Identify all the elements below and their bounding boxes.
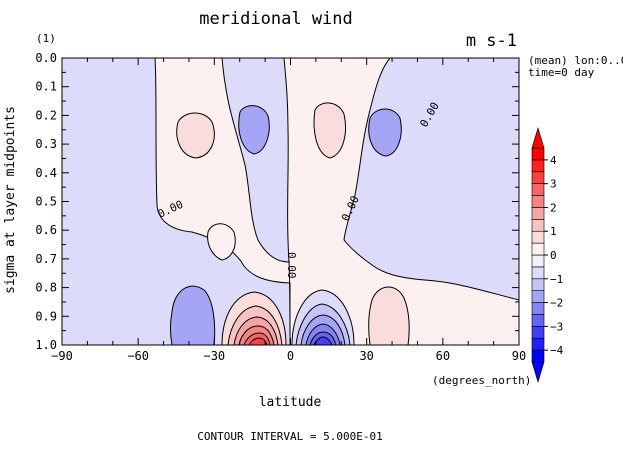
colorbar-tick-label: 3 xyxy=(550,178,557,191)
y-tick-label: 0.5 xyxy=(35,195,57,209)
y-tick-label: 0.6 xyxy=(35,223,57,237)
positive-cell-east-lower xyxy=(368,286,410,345)
y-tick-label: 0.2 xyxy=(35,108,57,122)
info-line-time: time=0 day xyxy=(528,66,595,79)
colorbar: 4 3 2 1 0 −1 −2 −3 −4 xyxy=(531,126,564,384)
y-axis-label: sigma at layer midpoints xyxy=(3,106,18,294)
colorbar-tick-label: 1 xyxy=(550,225,557,238)
colorbar-tick-label: −2 xyxy=(550,297,563,310)
contour-label-center: 0.00 xyxy=(285,252,298,279)
colorbar-segment xyxy=(531,195,545,208)
colorbar-segment xyxy=(531,147,545,161)
colorbar-segment xyxy=(531,207,545,220)
x-tick-label: −30 xyxy=(203,349,225,363)
colorbar-segment xyxy=(531,219,545,232)
colorbar-extend-bottom xyxy=(531,361,545,384)
negative-cell-east-upper xyxy=(368,108,402,157)
panel-label: (1) xyxy=(36,32,56,45)
colorbar-segment xyxy=(531,266,545,280)
x-axis-unit-label: (degrees_north) xyxy=(432,374,531,387)
chart-title: meridional wind xyxy=(199,9,353,29)
colorbar-segment xyxy=(531,290,545,303)
positive-cell-west-upper xyxy=(176,112,215,159)
colorbar-segment xyxy=(531,230,545,244)
x-tick-label: 30 xyxy=(359,349,373,363)
y-tick-label: 0.8 xyxy=(35,281,57,295)
colorbar-segment xyxy=(531,326,545,339)
y-tick-label: 0.7 xyxy=(35,252,57,266)
y-tick-label: 0.9 xyxy=(35,309,57,323)
colorbar-segment xyxy=(531,349,545,363)
x-axis: −90 −60 −30 0 30 60 90 xyxy=(51,58,526,363)
negative-cell-west-upper xyxy=(238,105,270,155)
positive-cell-south-5 xyxy=(248,337,268,345)
colorbar-segment xyxy=(531,278,545,291)
colorbar-tick-label: 2 xyxy=(550,201,557,214)
colorbar-segment xyxy=(531,254,545,268)
y-tick-label: 1.0 xyxy=(35,338,57,352)
colorbar-tick-label: −1 xyxy=(550,273,563,286)
y-tick-label: 0.1 xyxy=(35,80,57,94)
colorbar-extend-top xyxy=(531,126,545,149)
info-line-mean: (mean) lon:0..0 xyxy=(528,54,623,67)
negative-region-northwest xyxy=(221,58,290,263)
colorbar-tick-label: −4 xyxy=(550,344,564,357)
positive-cell-west-mid xyxy=(207,223,236,261)
y-tick-label: 0.0 xyxy=(35,51,57,65)
colorbar-segment xyxy=(531,302,545,315)
units-label: m s-1 xyxy=(466,31,517,51)
contour-interval-note: CONTOUR INTERVAL = 5.000E-01 xyxy=(197,430,382,443)
x-tick-label: 90 xyxy=(512,349,526,363)
x-tick-label: −90 xyxy=(51,349,73,363)
colorbar-segment xyxy=(531,183,545,196)
colorbar-segment xyxy=(531,159,545,173)
y-tick-label: 0.3 xyxy=(35,137,57,151)
negative-cell-west-lower xyxy=(170,285,216,345)
zero-line-center xyxy=(288,261,291,345)
colorbar-segment xyxy=(531,171,545,184)
negative-region-west xyxy=(62,58,291,345)
y-axis: 0.0 0.1 0.2 0.3 0.4 0.5 0.6 0.7 0.8 0.9 1.0 xyxy=(35,51,519,352)
x-tick-label: 60 xyxy=(436,349,450,363)
colorbar-tick-label: 0 xyxy=(550,249,557,262)
colorbar-tick-label: 4 xyxy=(550,154,557,167)
colorbar-segment xyxy=(531,242,545,256)
colorbar-tick-label: −3 xyxy=(550,320,563,333)
contour-fills xyxy=(62,58,519,345)
positive-cell-east-upper xyxy=(313,102,346,159)
x-axis-label: latitude xyxy=(259,395,322,410)
colorbar-segment xyxy=(531,314,545,327)
x-tick-label: −60 xyxy=(127,349,149,363)
x-tick-label: 0 xyxy=(287,349,294,363)
colorbar-segment xyxy=(531,337,545,351)
y-tick-label: 0.4 xyxy=(35,166,57,180)
